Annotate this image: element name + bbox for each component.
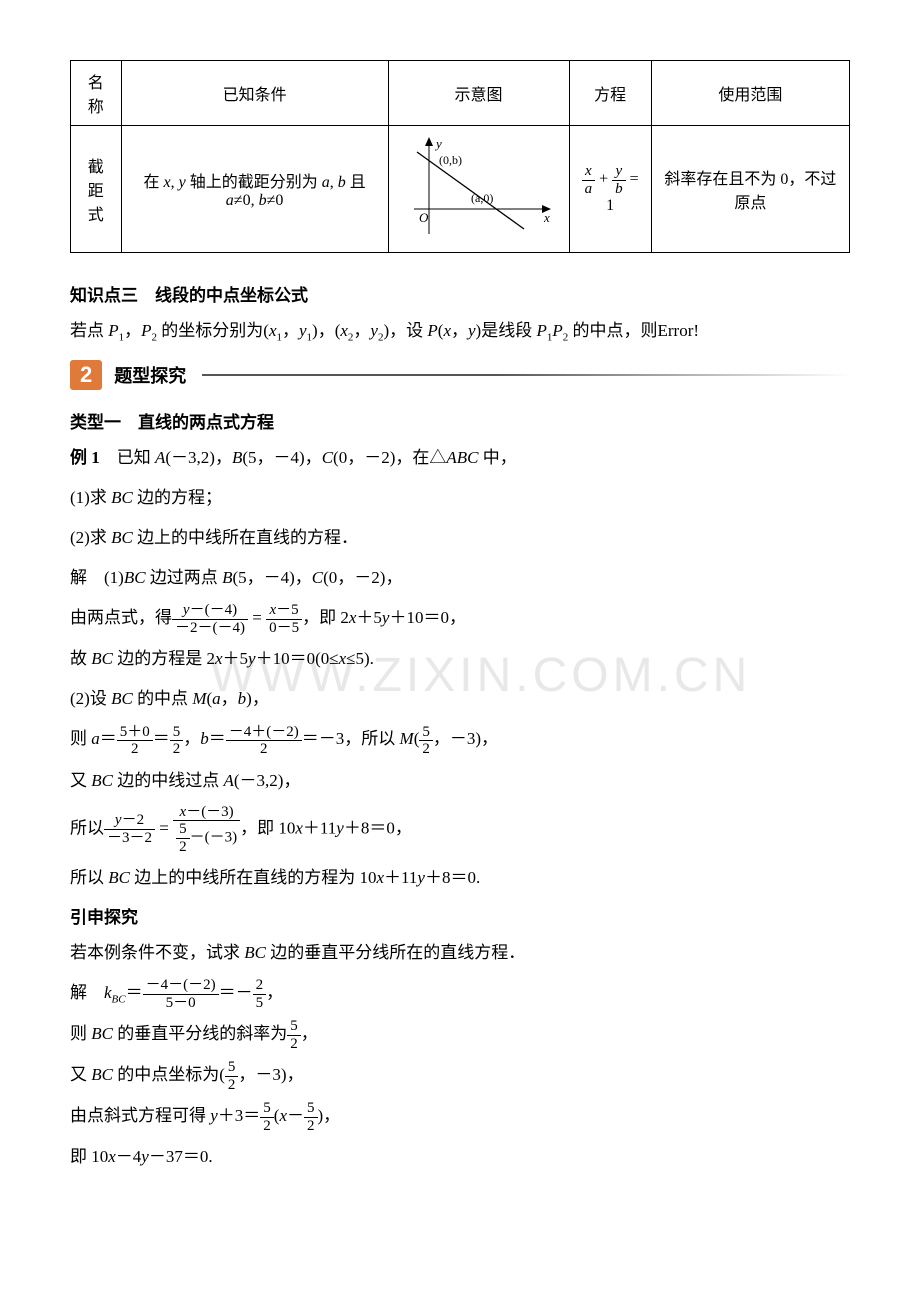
sol-3: 故 BC 边的方程是 2x＋5y＋10＝0(0≤x≤5). [70, 642, 850, 676]
q1: (1)求 BC 边的方程； [70, 481, 850, 515]
kp3-title: 知识点三 线段的中点坐标公式 [70, 281, 850, 306]
th-name: 名称 [71, 61, 122, 126]
sol-4: (2)设 BC 的中点 M(a，b)， [70, 682, 850, 716]
svg-text:(a,0): (a,0) [471, 191, 493, 205]
th-equation: 方程 [569, 61, 651, 126]
th-condition: 已知条件 [121, 61, 388, 126]
badge-number: 2 [70, 360, 102, 390]
sol-1: 解 (1)BC 边过两点 B(5，－4)，C(0，－2)， [70, 561, 850, 595]
intercept-graph: y x O (0,b) (a,0) [399, 134, 559, 244]
td-condition: 在 x, y 轴上的截距分别为 a, b 且 a≠0, b≠0 [121, 126, 388, 253]
ext-4: 由点斜式方程可得 y＋3＝52(x－52)， [70, 1099, 850, 1134]
svg-text:O: O [419, 210, 429, 225]
example1: 例 1 已知 A(－3,2)，B(5，－4)，C(0，－2)，在△ABC 中， [70, 441, 850, 475]
ext-title: 引申探究 [70, 903, 850, 928]
th-graph: 示意图 [388, 61, 569, 126]
ext-5: 即 10x－4y－37＝0. [70, 1140, 850, 1174]
ext-1: 解 kBC＝－4－(－2)5－0＝－25， [70, 976, 850, 1011]
svg-text:x: x [543, 210, 550, 225]
ext-q: 若本例条件不变，试求 BC 边的垂直平分线所在的直线方程． [70, 936, 850, 970]
ext-2: 则 BC 的垂直平分线的斜率为52， [70, 1017, 850, 1052]
svg-text:y: y [434, 136, 442, 151]
section-2-header: 2 题型探究 [70, 360, 850, 390]
sol-2: 由两点式，得y－(－4)－2－(－4) = x－50－5，即 2x＋5y＋10＝… [70, 601, 850, 636]
kp3-text: 若点 P1，P2 的坐标分别为(x1，y1)，(x2，y2)，设 P(x，y)是… [70, 314, 850, 348]
sol-6: 又 BC 边的中线过点 A(－3,2)， [70, 764, 850, 798]
badge-title: 题型探究 [114, 362, 186, 388]
q2: (2)求 BC 边上的中线所在直线的方程． [70, 521, 850, 555]
badge-line [202, 374, 850, 376]
sol-8: 所以 BC 边上的中线所在直线的方程为 10x＋11y＋8＝0. [70, 861, 850, 895]
definition-table: 名称 已知条件 示意图 方程 使用范围 截距 式 在 x, y 轴上的截距分别为… [70, 60, 850, 253]
sol-5: 则 a＝5＋02＝52，b＝－4＋(－2)2＝－3，所以 M(52，－3)， [70, 722, 850, 757]
svg-text:(0,b): (0,b) [439, 153, 462, 167]
td-graph: y x O (0,b) (a,0) [388, 126, 569, 253]
td-scope: 斜率存在且不为 0，不过原点 [651, 126, 849, 253]
td-name: 截距 式 [71, 126, 122, 253]
sol-7: 所以y－2－3－2 = x－(－3)52－(－3)，即 10x＋11y＋8＝0， [70, 804, 850, 856]
ext-3: 又 BC 的中点坐标为(52，－3)， [70, 1058, 850, 1093]
th-scope: 使用范围 [651, 61, 849, 126]
type1-title: 类型一 直线的两点式方程 [70, 408, 850, 433]
td-equation: xa + yb = 1 [569, 126, 651, 253]
